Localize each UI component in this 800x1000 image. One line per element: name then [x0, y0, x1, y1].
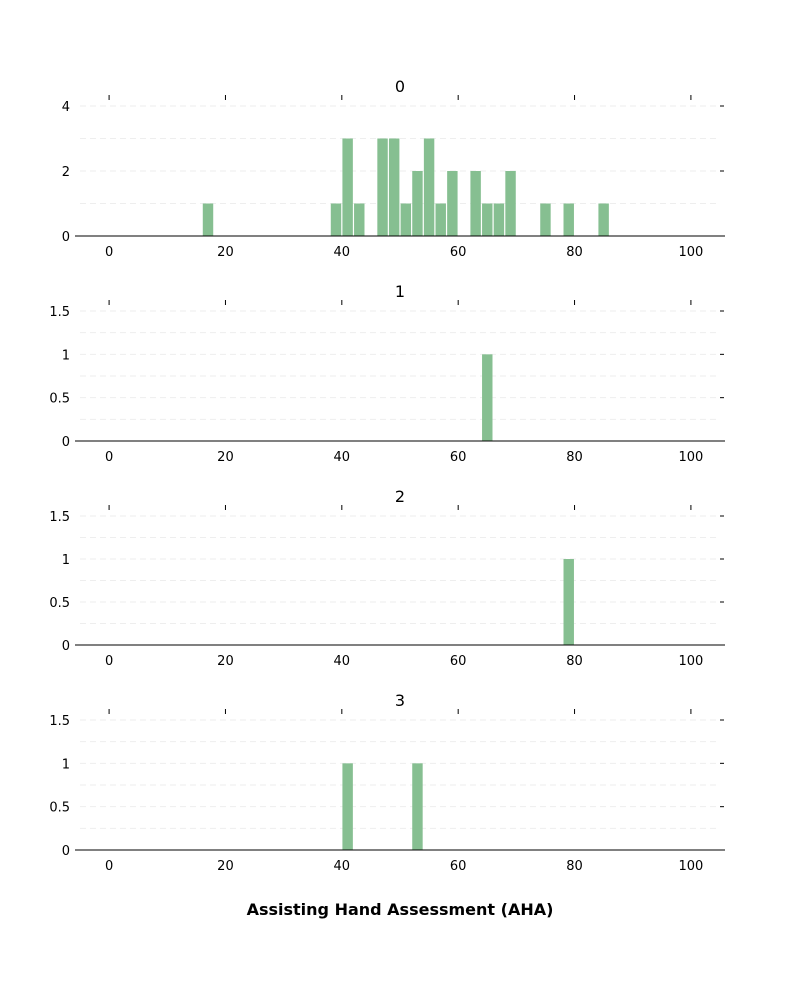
- x-tick-label: 100: [678, 654, 703, 669]
- x-tick-label: 20: [217, 859, 234, 874]
- panel-title: 3: [395, 691, 405, 710]
- bar-bin-79: [563, 559, 574, 645]
- y-tick-label: 0.5: [49, 596, 70, 611]
- bar-bin-65: [482, 354, 493, 441]
- y-tick-label: 1.5: [49, 714, 70, 729]
- x-tick-label: 0: [105, 450, 113, 465]
- x-tick-label: 80: [566, 654, 583, 669]
- x-tick-label: 80: [566, 450, 583, 465]
- x-tick-label: 40: [334, 859, 351, 874]
- y-tick-label: 1.5: [49, 510, 70, 525]
- x-tick-label: 20: [217, 245, 234, 260]
- y-tick-label: 0: [62, 639, 70, 654]
- y-tick-label: 0: [62, 230, 70, 245]
- bar-bin-63: [470, 171, 481, 236]
- bar-bin-69: [505, 171, 516, 236]
- x-tick-label: 60: [450, 654, 467, 669]
- x-tick-label: 80: [566, 859, 583, 874]
- panel-title: 2: [395, 487, 405, 506]
- bar-bin-85: [598, 203, 609, 236]
- x-axis-label: Assisting Hand Assessment (AHA): [247, 900, 554, 919]
- x-tick-label: 100: [678, 450, 703, 465]
- y-tick-label: 1: [62, 553, 70, 568]
- panel-title: 1: [395, 282, 405, 301]
- bar-bin-39: [330, 203, 342, 236]
- bar-bin-55: [423, 138, 435, 236]
- x-tick-label: 40: [334, 654, 351, 669]
- x-tick-label: 20: [217, 450, 234, 465]
- y-tick-label: 4: [62, 100, 70, 115]
- x-tick-label: 0: [105, 245, 113, 260]
- histogram-panel-3: 0 20 40 60 80 100 0 0.5 1 1.5 3: [49, 691, 725, 874]
- y-tick-label: 1: [62, 757, 70, 772]
- panel-title: 0: [395, 77, 405, 96]
- x-tick-label: 60: [450, 245, 467, 260]
- y-tick-label: 0.5: [49, 392, 70, 407]
- y-tick-label: 0.5: [49, 801, 70, 816]
- y-tick-label: 0: [62, 435, 70, 450]
- bar-bin-53: [412, 171, 423, 236]
- bar-bin-79: [563, 203, 574, 236]
- histogram-panel-1: 0 20 40 60 80 100 0 0.5 1 1.5 1: [49, 282, 725, 465]
- bar-bin-75: [540, 203, 551, 236]
- bar-bin-67: [493, 203, 505, 236]
- x-tick-label: 60: [450, 450, 467, 465]
- x-tick-label: 0: [105, 859, 113, 874]
- bar-bin-53: [412, 763, 423, 850]
- bar-bin-65: [482, 203, 493, 236]
- x-tick-label: 100: [678, 859, 703, 874]
- y-tick-label: 0: [62, 844, 70, 859]
- bar-bin-47: [377, 138, 388, 236]
- bar-bin-43: [354, 203, 365, 236]
- bar-bin-49: [388, 138, 400, 236]
- x-tick-label: 40: [334, 245, 351, 260]
- bar-bin-41: [342, 138, 353, 236]
- x-tick-label: 40: [334, 450, 351, 465]
- x-tick-label: 60: [450, 859, 467, 874]
- x-tick-label: 20: [217, 654, 234, 669]
- x-tick-label: 100: [678, 245, 703, 260]
- bar-bin-59: [447, 171, 458, 236]
- bar-bin-17: [202, 203, 214, 236]
- bar-bin-41: [342, 763, 353, 850]
- histogram-panel-2: 0 20 40 60 80 100 0 0.5 1 1.5 2: [49, 487, 725, 669]
- y-tick-label: 2: [62, 165, 70, 180]
- bar-bin-57: [435, 203, 446, 236]
- x-tick-label: 80: [566, 245, 583, 260]
- x-tick-label: 0: [105, 654, 113, 669]
- y-tick-label: 1.5: [49, 305, 70, 320]
- bar-bin-51: [400, 203, 412, 236]
- y-tick-label: 1: [62, 348, 70, 363]
